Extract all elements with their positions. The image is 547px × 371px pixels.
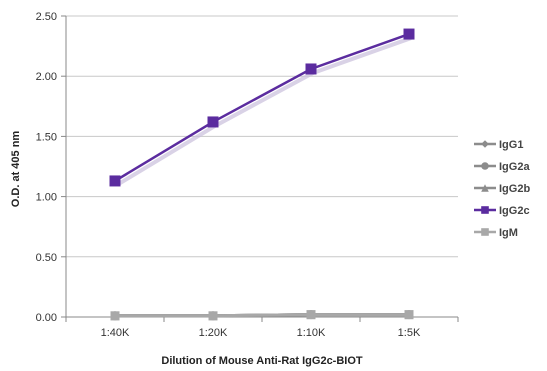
legend-label-igg2c: IgG2c xyxy=(499,205,530,217)
gridlines xyxy=(66,15,458,258)
legend-marker-igm xyxy=(481,228,489,236)
legend-label-igm: IgM xyxy=(499,227,518,239)
point-igm-2 xyxy=(306,310,316,320)
legend-marker-igg2b xyxy=(481,184,489,192)
point-igg2c-1 xyxy=(207,116,219,128)
point-igg2c-0 xyxy=(109,175,121,187)
legend-item-igg2b: IgG2b xyxy=(474,183,530,195)
y-tick-labels: 0.00 0.50 1.00 1.50 2.00 2.50 xyxy=(36,11,57,324)
series-igg2c-shadow xyxy=(115,36,412,187)
y-tick-label-3: 1.50 xyxy=(36,131,57,143)
point-igg2c-3 xyxy=(403,28,415,40)
y-tick-label-4: 2.00 xyxy=(36,71,57,83)
legend-marker-igg1 xyxy=(481,140,489,148)
series-igm-line xyxy=(115,313,409,318)
legend-label-igg1: IgG1 xyxy=(499,139,523,151)
x-tick-label-0: 1:40K xyxy=(101,327,130,339)
y-tick-label-1: 0.50 xyxy=(36,252,57,264)
legend-marker-igg2a xyxy=(481,162,489,170)
series-igm xyxy=(110,310,414,321)
y-tick-label-2: 1.00 xyxy=(36,192,57,204)
series-igg2c xyxy=(109,28,415,187)
legend-label-igg2b: IgG2b xyxy=(499,183,530,195)
legend-item-igm: IgM xyxy=(474,227,518,239)
legend-item-igg1: IgG1 xyxy=(474,139,523,151)
legend-marker-igg2c xyxy=(481,206,489,214)
point-igm-1 xyxy=(208,311,218,321)
y-tick-label-0: 0.00 xyxy=(36,312,57,324)
legend-label-igg2a: IgG2a xyxy=(499,161,530,173)
x-tick-label-3: 1:5K xyxy=(398,327,421,339)
x-tick-label-1: 1:20K xyxy=(199,327,228,339)
legend: IgG1 IgG2a IgG2b IgG2c IgM xyxy=(474,139,530,239)
y-tick-label-5: 2.50 xyxy=(36,11,57,23)
point-igm-3 xyxy=(404,310,414,320)
series-group xyxy=(109,28,415,321)
x-axis-title: Dilution of Mouse Anti-Rat IgG2c-BIOT xyxy=(161,355,363,367)
point-igg2c-2 xyxy=(305,63,317,75)
point-igm-0 xyxy=(110,311,120,321)
series-igg2c-line xyxy=(114,32,410,183)
y-axis-title: O.D. at 405 nm xyxy=(10,131,22,208)
x-tick-labels: 1:40K 1:20K 1:10K 1:5K xyxy=(101,327,421,339)
axes xyxy=(61,15,459,322)
x-tick-label-2: 1:10K xyxy=(297,327,326,339)
legend-item-igg2c: IgG2c xyxy=(474,205,530,217)
legend-item-igg2a: IgG2a xyxy=(474,161,530,173)
